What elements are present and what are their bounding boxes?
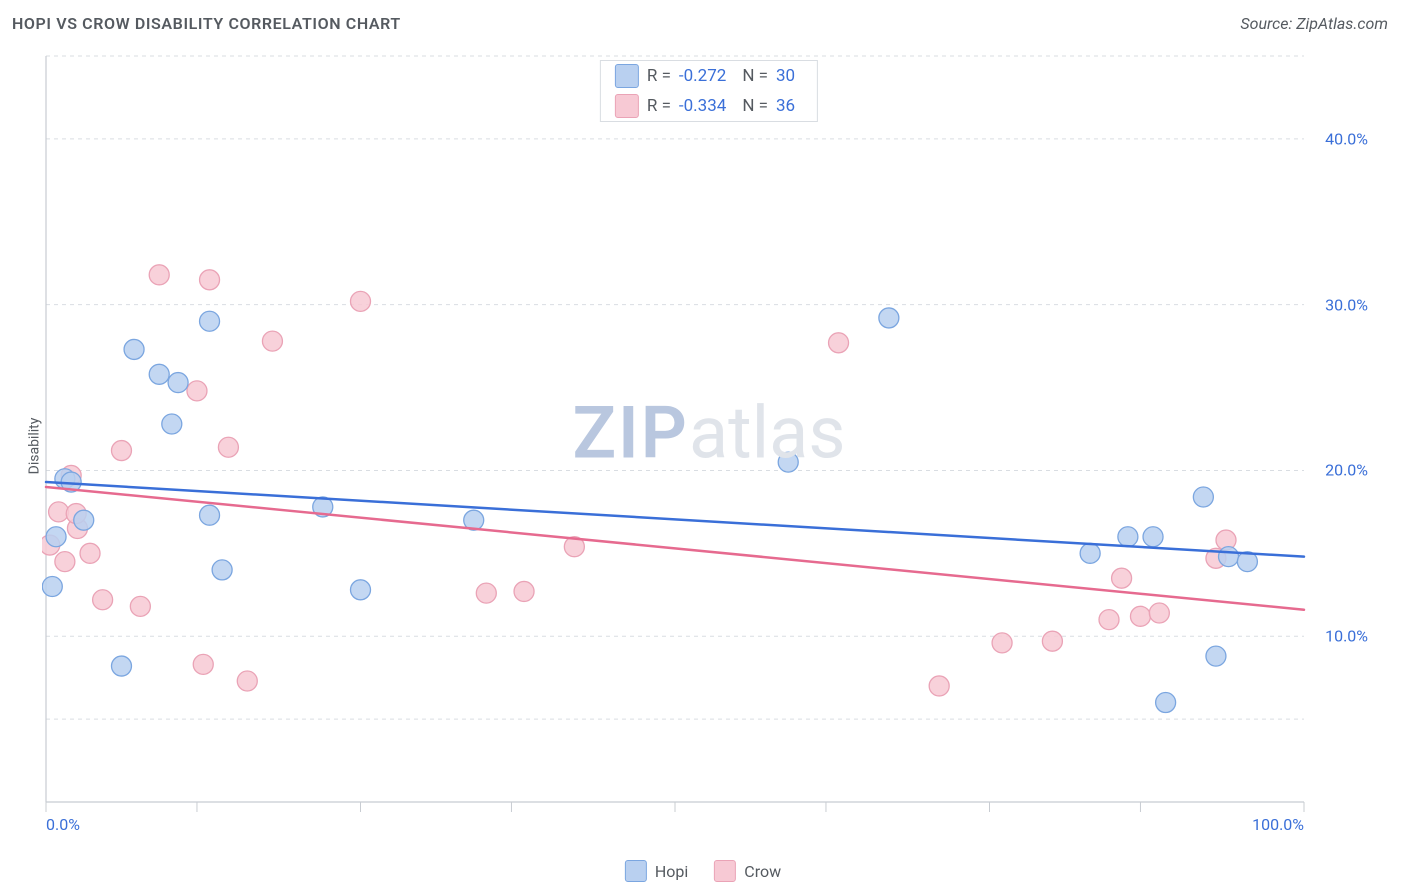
legend-item-crow: Crow [714,860,781,882]
chart-title: HOPI VS CROW DISABILITY CORRELATION CHAR… [12,14,401,33]
chart-container: HOPI VS CROW DISABILITY CORRELATION CHAR… [0,0,1406,892]
legend-item-hopi: Hopi [625,860,688,882]
legend-swatch-hopi-icon [625,860,647,882]
y-tick-label: 10.0% [1325,627,1368,646]
legend-r-label-0: R = [647,66,671,86]
source-label: Source: ZipAtlas.com [1240,14,1388,33]
legend-r-value-0: -0.272 [679,66,726,86]
legend-r-value-1: -0.334 [679,96,726,116]
legend-swatch-b-icon [615,94,639,118]
plot-area: ZIPatlas R = -0.272 N = 30 R = -0.334 N … [42,54,1376,844]
title-row: HOPI VS CROW DISABILITY CORRELATION CHAR… [12,14,1388,33]
x-tick-label: 0.0% [46,815,80,834]
legend-n-label-0: N = [742,66,768,86]
x-tick-label: 100.0% [1252,815,1304,834]
legend-n-value-0: 30 [776,66,795,86]
y-tick-label: 20.0% [1325,461,1368,480]
legend-series: Hopi Crow [625,860,781,882]
legend-swatch-a-icon [615,64,639,88]
legend-n-value-1: 36 [776,96,795,116]
y-tick-label: 30.0% [1325,295,1368,314]
y-tick-label: 40.0% [1325,129,1368,148]
legend-stats: R = -0.272 N = 30 R = -0.334 N = 36 [600,60,818,122]
legend-r-label-1: R = [647,96,671,116]
chart-svg [42,54,1376,844]
y-axis-label: Disability [26,418,42,475]
legend-swatch-crow-icon [714,860,736,882]
legend-stats-row-0: R = -0.272 N = 30 [601,61,817,91]
legend-n-label-1: N = [742,96,768,116]
legend-label-hopi: Hopi [655,862,688,881]
legend-stats-row-1: R = -0.334 N = 36 [601,91,817,121]
legend-label-crow: Crow [744,862,781,881]
